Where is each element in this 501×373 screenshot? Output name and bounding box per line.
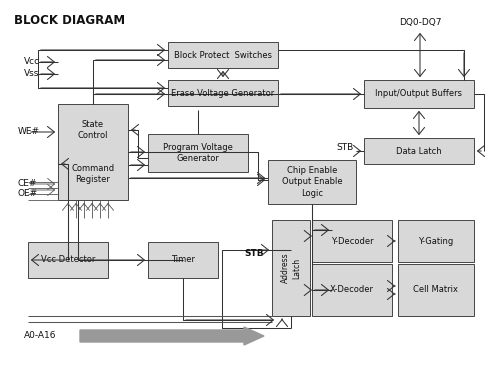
Text: DQ0-DQ7: DQ0-DQ7 bbox=[399, 18, 441, 26]
Bar bbox=[364, 138, 474, 164]
Bar bbox=[364, 80, 474, 108]
Text: Block Protect  Switches: Block Protect Switches bbox=[174, 50, 272, 60]
Bar bbox=[28, 242, 108, 278]
Text: Y-Decoder: Y-Decoder bbox=[331, 236, 373, 245]
Text: Vss: Vss bbox=[24, 69, 40, 78]
Bar bbox=[58, 104, 128, 200]
Text: Address
Latch: Address Latch bbox=[281, 253, 301, 283]
Text: Input/Output Buffers: Input/Output Buffers bbox=[376, 90, 462, 98]
Bar bbox=[312, 220, 392, 262]
Text: WE#: WE# bbox=[18, 128, 40, 137]
Text: Program Voltage
Generator: Program Voltage Generator bbox=[163, 143, 233, 163]
Text: X-Decoder: X-Decoder bbox=[330, 285, 374, 295]
Text: BLOCK DIAGRAM: BLOCK DIAGRAM bbox=[14, 14, 125, 27]
Bar bbox=[168, 42, 278, 68]
Bar bbox=[168, 80, 278, 106]
Text: A0-A16: A0-A16 bbox=[24, 332, 57, 341]
Text: Erase Voltage Generator: Erase Voltage Generator bbox=[171, 88, 275, 97]
Text: Vcc Detector: Vcc Detector bbox=[41, 256, 95, 264]
Text: Vcc: Vcc bbox=[24, 57, 40, 66]
Text: STB: STB bbox=[337, 144, 354, 153]
Text: Data Latch: Data Latch bbox=[396, 147, 442, 156]
Bar bbox=[272, 220, 310, 316]
Bar bbox=[148, 134, 248, 172]
Text: Y-Gating: Y-Gating bbox=[418, 236, 453, 245]
Bar bbox=[398, 264, 474, 316]
Bar bbox=[148, 242, 218, 278]
Text: State
Control


Command
Register: State Control Command Register bbox=[72, 120, 115, 184]
Bar bbox=[268, 160, 356, 204]
Bar bbox=[312, 264, 392, 316]
Bar bbox=[398, 220, 474, 262]
Text: STB: STB bbox=[244, 250, 264, 258]
Text: OE#: OE# bbox=[18, 189, 38, 198]
Text: Chip Enable
Output Enable
Logic: Chip Enable Output Enable Logic bbox=[282, 166, 342, 198]
Text: Cell Matrix: Cell Matrix bbox=[413, 285, 458, 295]
Text: Timer: Timer bbox=[171, 256, 195, 264]
FancyArrow shape bbox=[80, 327, 264, 345]
Text: CE#: CE# bbox=[18, 179, 38, 188]
